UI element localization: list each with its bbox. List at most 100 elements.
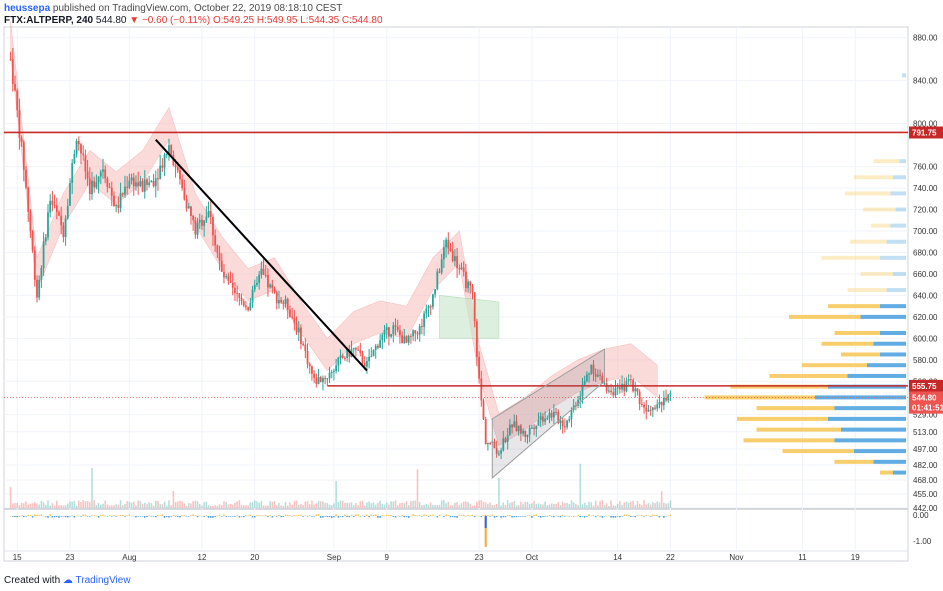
oscillator-bar <box>352 516 355 517</box>
volume-bar <box>504 504 507 508</box>
volume-bar <box>506 500 509 508</box>
oscillator-bar <box>275 516 278 517</box>
candle-body <box>605 383 608 392</box>
date-tick-label: Aug <box>122 553 136 562</box>
candle-body <box>227 276 230 281</box>
candle <box>201 214 203 231</box>
candle-body <box>209 210 212 217</box>
volume-bar <box>203 502 205 508</box>
symbol-label[interactable]: FTX:ALTPERP, 240 <box>4 15 94 26</box>
candle-body <box>447 239 450 249</box>
volume-bar <box>121 505 124 508</box>
candle-body <box>438 271 441 273</box>
volume-bar <box>539 504 542 508</box>
oscillator-bar <box>225 516 227 517</box>
candle <box>60 206 63 235</box>
author-link[interactable]: heussepa <box>4 3 51 14</box>
vp-bar-down <box>902 73 906 78</box>
oscillator-bar <box>614 516 617 518</box>
oscillator-bar <box>550 516 553 517</box>
candle <box>249 297 252 311</box>
candle-body <box>390 334 393 337</box>
volume-bar <box>27 504 29 508</box>
oscillator-bar <box>315 514 318 516</box>
candle <box>640 397 643 407</box>
oscillator-bar <box>165 516 168 517</box>
candle <box>223 264 225 284</box>
candle-body <box>82 153 85 156</box>
volume-bar <box>577 505 579 508</box>
volume-bar <box>344 502 346 508</box>
candle-body <box>86 171 89 179</box>
candle <box>88 167 91 201</box>
oscillator-bar <box>190 515 192 516</box>
tradingview-link[interactable]: TradingView <box>75 575 131 586</box>
oscillator-bar <box>381 515 384 516</box>
volume-bar <box>229 504 232 508</box>
oscillator-bar <box>586 516 588 517</box>
volume-bar <box>282 505 285 508</box>
oscillator-bar <box>291 515 293 517</box>
candle <box>616 383 619 395</box>
oscillator-bar <box>77 515 80 517</box>
volume-bar <box>405 501 408 508</box>
candle-body <box>607 390 610 392</box>
vp-bar-up <box>756 427 841 432</box>
candle <box>328 366 331 384</box>
candle-body <box>280 299 283 303</box>
volume-bar <box>616 503 619 508</box>
candle <box>445 237 448 258</box>
volume-bar <box>478 500 480 508</box>
candle <box>143 170 146 199</box>
volume-bar <box>636 501 639 508</box>
volume-bar <box>581 504 584 508</box>
date-tick-label: Nov <box>729 553 743 562</box>
candle-body <box>99 171 102 177</box>
vp-bar-down <box>895 207 906 212</box>
oscillator-bar <box>330 516 333 518</box>
oscillator-bar <box>44 516 47 517</box>
oscillator-bar <box>104 515 106 517</box>
volume-bar <box>544 501 546 508</box>
candle <box>33 246 36 287</box>
oscillator-bar <box>592 515 595 516</box>
volume-bar <box>656 501 659 508</box>
candle-body <box>223 271 225 278</box>
volume-bar <box>82 500 84 508</box>
oscillator-bar <box>322 516 324 518</box>
candle <box>541 413 544 426</box>
oscillator-bar <box>49 514 51 516</box>
candle <box>137 171 140 195</box>
volume-bar <box>614 505 617 508</box>
oscillator-bar <box>157 515 159 516</box>
candle <box>25 166 27 190</box>
published-text: published on TradingView.com, October 22… <box>52 3 343 14</box>
candle-body <box>264 274 267 276</box>
candle <box>110 181 113 207</box>
oscillator-bar <box>258 515 260 516</box>
candle <box>504 436 507 444</box>
volume-bar <box>566 502 568 508</box>
candle-body <box>517 425 520 432</box>
candle-body <box>319 376 322 383</box>
candle-body <box>638 391 641 404</box>
oscillator-bar <box>97 516 100 518</box>
oscillator-bar <box>84 514 87 516</box>
candle <box>104 165 107 184</box>
candle-body <box>614 388 617 396</box>
candle-body <box>552 412 555 418</box>
chart-drawings[interactable] <box>4 131 908 480</box>
volume-bar <box>18 505 21 508</box>
oscillator-bar <box>25 516 27 517</box>
date-tick-label: 20 <box>250 553 259 562</box>
oscillator-bar <box>278 515 280 516</box>
volume-bar <box>579 463 582 508</box>
oscillator-bar <box>146 516 148 517</box>
volume-bar <box>223 501 225 508</box>
volume-bar <box>429 502 432 508</box>
candle <box>359 342 362 357</box>
volume-bar <box>361 500 364 508</box>
candle-body <box>654 407 656 409</box>
candle-body <box>36 279 38 298</box>
